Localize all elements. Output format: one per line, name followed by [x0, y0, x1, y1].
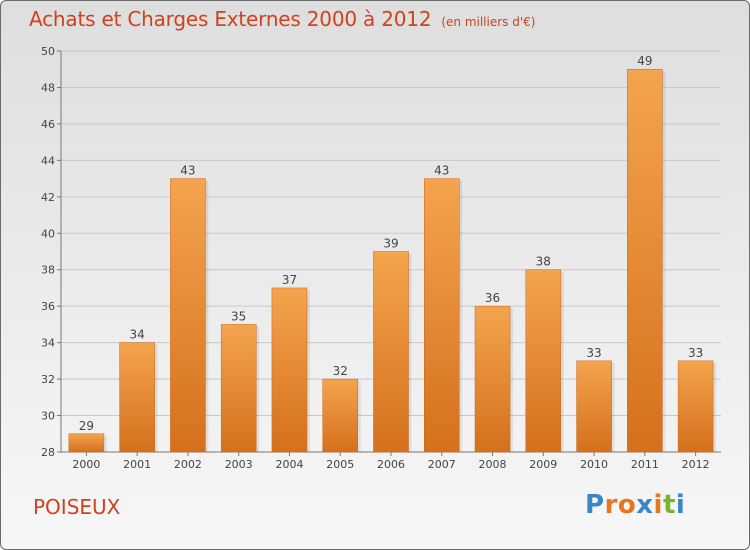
y-tick-label: 34	[41, 337, 55, 350]
logo-letter: i	[675, 490, 686, 520]
bar-2010	[576, 360, 612, 453]
bar-2001	[119, 342, 155, 453]
y-tick-label: 30	[41, 410, 55, 423]
bar-2003	[220, 324, 257, 453]
logo-letter: o	[617, 490, 637, 520]
commune-name: POISEUX	[33, 495, 121, 519]
y-tick-label: 50	[41, 45, 55, 58]
y-tick-label: 38	[41, 264, 55, 277]
value-label: 43	[434, 164, 449, 178]
bar-2008	[474, 305, 511, 453]
y-tick-label: 32	[41, 373, 55, 386]
x-tick-label: 2001	[123, 458, 151, 471]
logo-letter: i	[653, 490, 663, 520]
bar-2007	[424, 178, 460, 453]
x-tick-label: 2003	[225, 458, 253, 471]
y-tick-label: 44	[41, 154, 55, 167]
logo-letter: P	[585, 490, 605, 520]
bars	[68, 68, 717, 453]
bar-2002	[170, 178, 206, 453]
y-tick-label: 46	[41, 118, 55, 131]
value-label: 43	[180, 164, 195, 178]
value-label: 29	[79, 419, 94, 433]
bar-2005	[322, 378, 358, 453]
value-label: 37	[282, 273, 297, 287]
proxiti-logo[interactable]: Proxiti	[585, 490, 685, 520]
chart-header: Achats et Charges Externes 2000 à 2012 (e…	[29, 7, 535, 31]
x-tick-label: 2011	[631, 458, 659, 471]
value-label: 36	[485, 291, 500, 305]
x-tick-label: 2002	[174, 458, 202, 471]
bar-2009	[525, 269, 562, 453]
logo-letter: t	[662, 490, 676, 520]
bar-2006	[373, 251, 409, 453]
y-tick-label: 42	[41, 191, 55, 204]
logo-letter: x	[636, 490, 654, 520]
value-label: 39	[383, 237, 398, 251]
chart-title: Achats et Charges Externes 2000 à 2012	[29, 7, 432, 31]
bar-2012	[677, 360, 714, 453]
y-tick-label: 48	[41, 81, 55, 94]
x-tick-label: 2007	[428, 458, 456, 471]
value-label: 35	[231, 309, 246, 323]
x-tick-label: 2004	[275, 458, 303, 471]
value-label: 33	[688, 346, 703, 360]
labels: 29 2000 34 2001 43 2002 35 2003 37 2004 32 2005 39 20…	[72, 54, 709, 471]
logo-letter: r	[604, 490, 618, 520]
chart-unit: (en milliers d'€)	[441, 15, 536, 29]
value-label: 34	[130, 328, 145, 342]
x-tick-label: 2012	[682, 458, 710, 471]
bar-2000	[68, 433, 105, 453]
y-tick-label: 40	[41, 227, 55, 240]
x-tick-label: 2008	[479, 458, 507, 471]
x-tick-label: 2005	[326, 458, 354, 471]
bar-2004	[271, 287, 308, 453]
y-tick-label: 28	[41, 446, 55, 459]
x-tick-label: 2009	[529, 458, 557, 471]
x-tick-label: 2006	[377, 458, 405, 471]
value-label: 33	[586, 346, 601, 360]
x-tick-label: 2010	[580, 458, 608, 471]
bar-2011	[627, 68, 663, 453]
value-label: 32	[333, 364, 348, 378]
y-tick-label: 36	[41, 300, 55, 313]
value-label: 49	[637, 54, 652, 68]
x-tick-label: 2000	[72, 458, 100, 471]
value-label: 38	[536, 255, 551, 269]
